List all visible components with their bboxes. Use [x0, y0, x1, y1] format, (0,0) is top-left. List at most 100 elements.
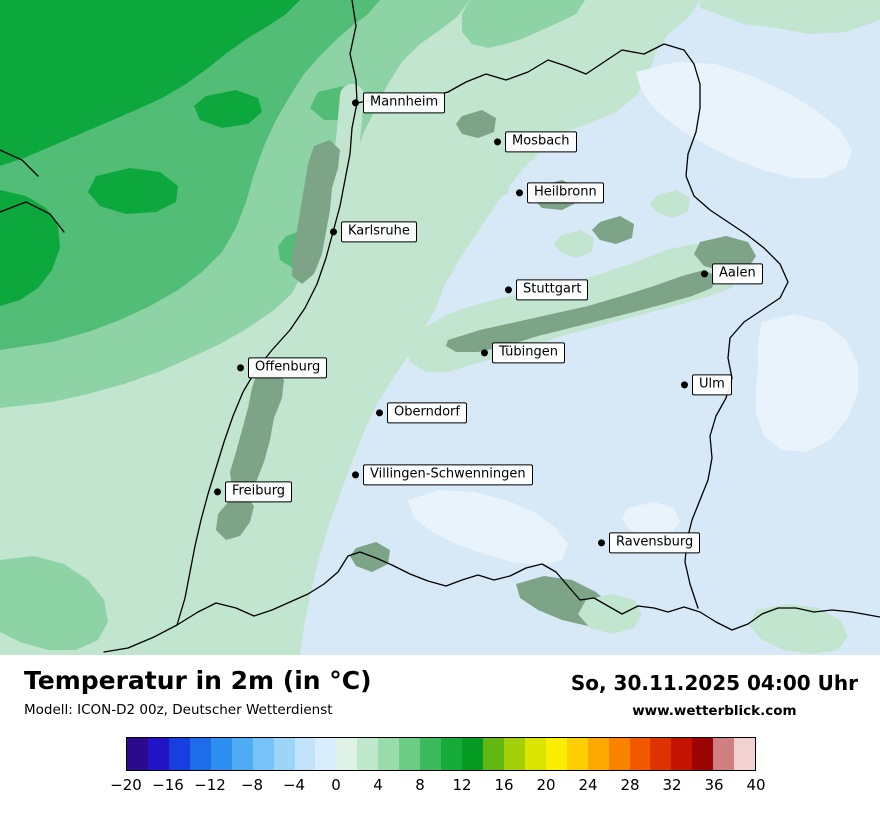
city-label: Villingen-Schwenningen	[363, 464, 533, 486]
city-dot	[352, 99, 359, 107]
border-rhine-north	[349, 0, 358, 104]
legend-segment	[734, 738, 756, 770]
legend-segment	[629, 738, 651, 770]
legend-segment	[336, 738, 358, 770]
city-dot	[701, 270, 708, 278]
legend-colorbar	[126, 737, 756, 771]
legend-tick-label: −16	[152, 776, 184, 794]
legend-segment	[671, 738, 693, 770]
city-marker-ulm: Ulm	[681, 374, 732, 396]
legend-segment	[482, 738, 504, 770]
legend-segment	[692, 738, 714, 770]
city-marker-offenburg: Offenburg	[237, 357, 328, 379]
city-dot	[481, 349, 488, 357]
legend-segment	[462, 738, 483, 770]
city-label: Offenburg	[248, 357, 328, 379]
legend-tick-label: 12	[452, 776, 472, 794]
footer: Temperatur in 2m (in °C) Modell: ICON-D2…	[0, 655, 880, 800]
legend-tick-label: 36	[704, 776, 724, 794]
legend-tick-label: 32	[662, 776, 682, 794]
legend-tick-label: 8	[415, 776, 425, 794]
legend-segment	[545, 738, 567, 770]
legend-segment	[357, 738, 379, 770]
city-dot	[330, 228, 337, 236]
model-info: Modell: ICON-D2 00z, Deutscher Wetterdie…	[24, 701, 333, 718]
city-label: Karlsruhe	[341, 221, 417, 243]
legend-tick-label: 0	[331, 776, 341, 794]
legend-segment	[650, 738, 672, 770]
city-dot	[237, 364, 244, 372]
legend-segment	[231, 738, 253, 770]
legend-segment	[210, 738, 232, 770]
city-dot	[681, 381, 688, 389]
city-marker-oberndorf: Oberndorf	[376, 402, 467, 424]
legend-segment	[503, 738, 525, 770]
weather-map: Mannheim Mosbach Heilbronn Karlsruhe Stuttga…	[0, 0, 880, 655]
city-label: Heilbronn	[527, 182, 604, 204]
city-dot	[516, 189, 523, 197]
city-marker-karlsruhe: Karlsruhe	[330, 221, 417, 243]
city-label: Ulm	[692, 374, 732, 396]
legend-segment	[294, 738, 316, 770]
city-label: Aalen	[712, 263, 763, 285]
city-dot	[352, 471, 359, 479]
legend-segment	[273, 738, 295, 770]
footer-right: So, 30.11.2025 04:00 Uhr www.wetterblick…	[571, 667, 858, 719]
legend-segment	[189, 738, 211, 770]
legend-segment	[168, 738, 190, 770]
legend-tick-row: −20 −16 −12 −8 −4 0 4 8 12 16 20 24 28 32 36 40	[110, 776, 765, 800]
border-fragment-northwest-1	[0, 149, 39, 177]
city-marker-t-bingen: Tübingen	[481, 342, 565, 364]
city-marker-heilbronn: Heilbronn	[516, 182, 604, 204]
city-dot	[376, 409, 383, 417]
city-marker-mannheim: Mannheim	[352, 92, 446, 114]
legend-segment	[441, 738, 462, 770]
legend-segment	[587, 738, 609, 770]
legend-segment	[524, 738, 546, 770]
city-label: Mosbach	[505, 131, 577, 153]
valid-datetime: So, 30.11.2025 04:00 Uhr	[570, 671, 858, 695]
city-dot	[214, 488, 221, 496]
website-link[interactable]: www.wetterblick.com	[632, 703, 797, 719]
city-label: Mannheim	[363, 92, 446, 114]
legend-segment	[399, 738, 421, 770]
legend-segment	[420, 738, 442, 770]
legend-segment	[147, 738, 169, 770]
border-fragment-southwest	[103, 624, 178, 653]
border-east	[684, 63, 789, 609]
city-label: Freiburg	[225, 481, 293, 503]
city-marker-villingen-schwenningen: Villingen-Schwenningen	[352, 464, 533, 486]
legend-segment	[378, 738, 400, 770]
city-marker-aalen: Aalen	[701, 263, 763, 285]
legend-tick-label: −4	[282, 776, 306, 794]
city-dot	[505, 286, 512, 294]
city-label: Ravensburg	[609, 532, 701, 554]
city-marker-mosbach: Mosbach	[494, 131, 577, 153]
city-dot	[598, 539, 605, 547]
city-dot	[494, 138, 501, 146]
border-south-swiss	[176, 551, 880, 631]
temperature-legend: −20 −16 −12 −8 −4 0 4 8 12 16 20 24 28 32 36 40	[110, 737, 766, 800]
city-label: Tübingen	[492, 342, 565, 364]
legend-segment	[566, 738, 588, 770]
legend-tick-label: 20	[536, 776, 556, 794]
legend-segment	[252, 738, 274, 770]
city-layer: Mannheim Mosbach Heilbronn Karlsruhe Stuttga…	[214, 92, 763, 554]
legend-segment	[127, 738, 148, 770]
legend-segment	[608, 738, 630, 770]
legend-tick-label: 4	[373, 776, 383, 794]
city-marker-stuttgart: Stuttgart	[505, 279, 589, 301]
legend-tick-label: −8	[240, 776, 264, 794]
city-marker-ravensburg: Ravensburg	[598, 532, 701, 554]
map-title: Temperatur in 2m (in °C)	[24, 666, 372, 695]
legend-tick-label: −20	[110, 776, 142, 794]
border-fragment-northwest-2	[0, 201, 65, 233]
legend-tick-label: 16	[494, 776, 514, 794]
legend-tick-label: 40	[746, 776, 766, 794]
city-marker-freiburg: Freiburg	[214, 481, 293, 503]
legend-tick-label: 24	[578, 776, 598, 794]
city-label: Stuttgart	[516, 279, 589, 301]
city-label: Oberndorf	[387, 402, 467, 424]
legend-segment	[713, 738, 735, 770]
legend-segment	[315, 738, 337, 770]
